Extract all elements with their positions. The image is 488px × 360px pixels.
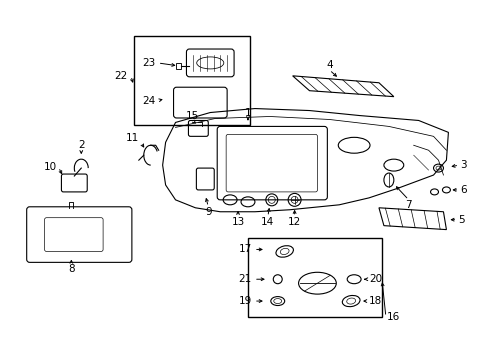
Text: 1: 1	[244, 108, 251, 117]
Text: 2: 2	[78, 140, 84, 150]
Text: 14: 14	[261, 217, 274, 227]
Text: 11: 11	[125, 133, 139, 143]
Bar	[134, 36, 249, 125]
Bar	[175, 63, 181, 69]
Text: 10: 10	[43, 162, 56, 172]
Text: 22: 22	[114, 71, 128, 81]
Text: 20: 20	[368, 274, 382, 284]
Text: 3: 3	[459, 160, 466, 170]
Text: 21: 21	[238, 274, 251, 284]
Text: 9: 9	[204, 207, 211, 217]
Text: 8: 8	[68, 264, 75, 274]
Text: 7: 7	[405, 200, 411, 210]
Text: 13: 13	[231, 217, 244, 227]
Text: 5: 5	[457, 215, 464, 225]
Text: 23: 23	[142, 58, 155, 68]
Text: 15: 15	[185, 112, 199, 121]
Text: 16: 16	[386, 312, 399, 322]
Text: 12: 12	[287, 217, 301, 227]
Text: 18: 18	[368, 296, 382, 306]
Text: 6: 6	[459, 185, 466, 195]
Text: 4: 4	[325, 60, 332, 70]
Text: 24: 24	[142, 96, 155, 105]
Text: 19: 19	[238, 296, 251, 306]
Text: 17: 17	[238, 244, 251, 255]
Bar	[247, 238, 381, 317]
